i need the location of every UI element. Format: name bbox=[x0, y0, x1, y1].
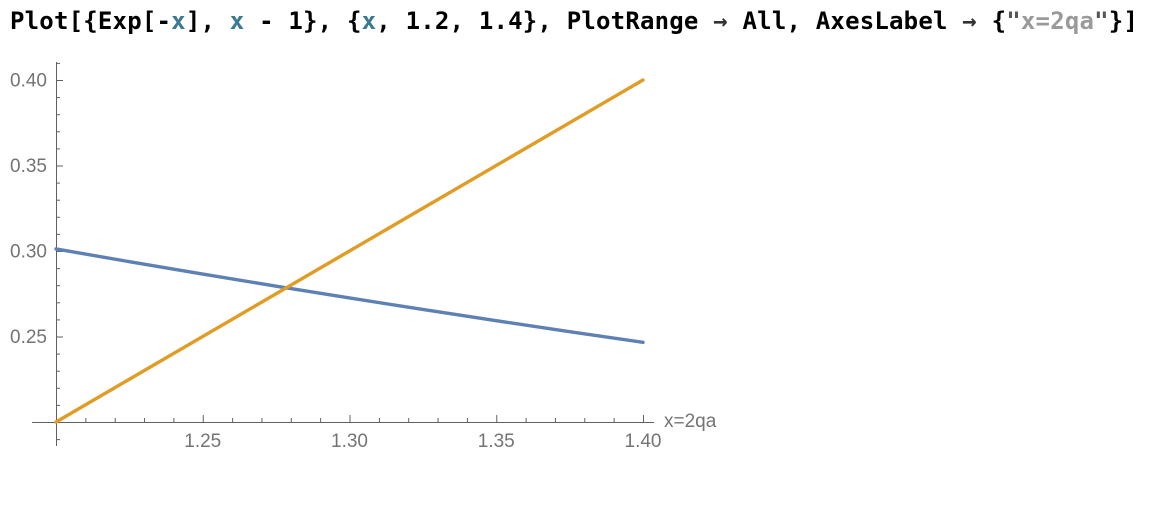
code-segment: " bbox=[1006, 7, 1021, 35]
code-segment: x bbox=[171, 7, 186, 35]
series-line-linear bbox=[54, 78, 645, 424]
y-tick-label: 0.30 bbox=[10, 242, 47, 263]
y-tick-label: 0.40 bbox=[10, 71, 47, 92]
y-tick-label: 0.25 bbox=[10, 327, 47, 348]
code-segment: All, AxesLabel bbox=[727, 7, 963, 35]
x-tick-label: 1.30 bbox=[331, 431, 368, 452]
series-line-exp bbox=[54, 247, 645, 345]
code-segment: x=2qa bbox=[1020, 7, 1095, 35]
code-segment: x bbox=[229, 7, 245, 35]
y-tick-label: 0.35 bbox=[10, 156, 47, 177]
code-segment: " bbox=[1094, 7, 1109, 35]
x-tick-label: 1.35 bbox=[478, 431, 515, 452]
code-segment: Plot[{Exp[- bbox=[10, 7, 172, 35]
code-segment: x bbox=[361, 7, 377, 35]
x-tick-label: 1.40 bbox=[625, 431, 662, 452]
code-segment: ], bbox=[185, 7, 230, 35]
code-segment: - 1}, { bbox=[244, 7, 362, 35]
code-segment: { bbox=[976, 7, 1007, 35]
code-segment: , 1.2, 1.4}, PlotRange bbox=[376, 7, 714, 35]
code-segment: → bbox=[713, 7, 728, 35]
code-input[interactable]: Plot[{Exp[-x], x - 1}, {x, 1.2, 1.4}, Pl… bbox=[10, 5, 1138, 37]
x-axis-label: x=2qa bbox=[664, 411, 717, 432]
code-segment: }] bbox=[1108, 7, 1139, 35]
code-segment: → bbox=[962, 7, 977, 35]
x-tick-label: 1.25 bbox=[184, 431, 221, 452]
